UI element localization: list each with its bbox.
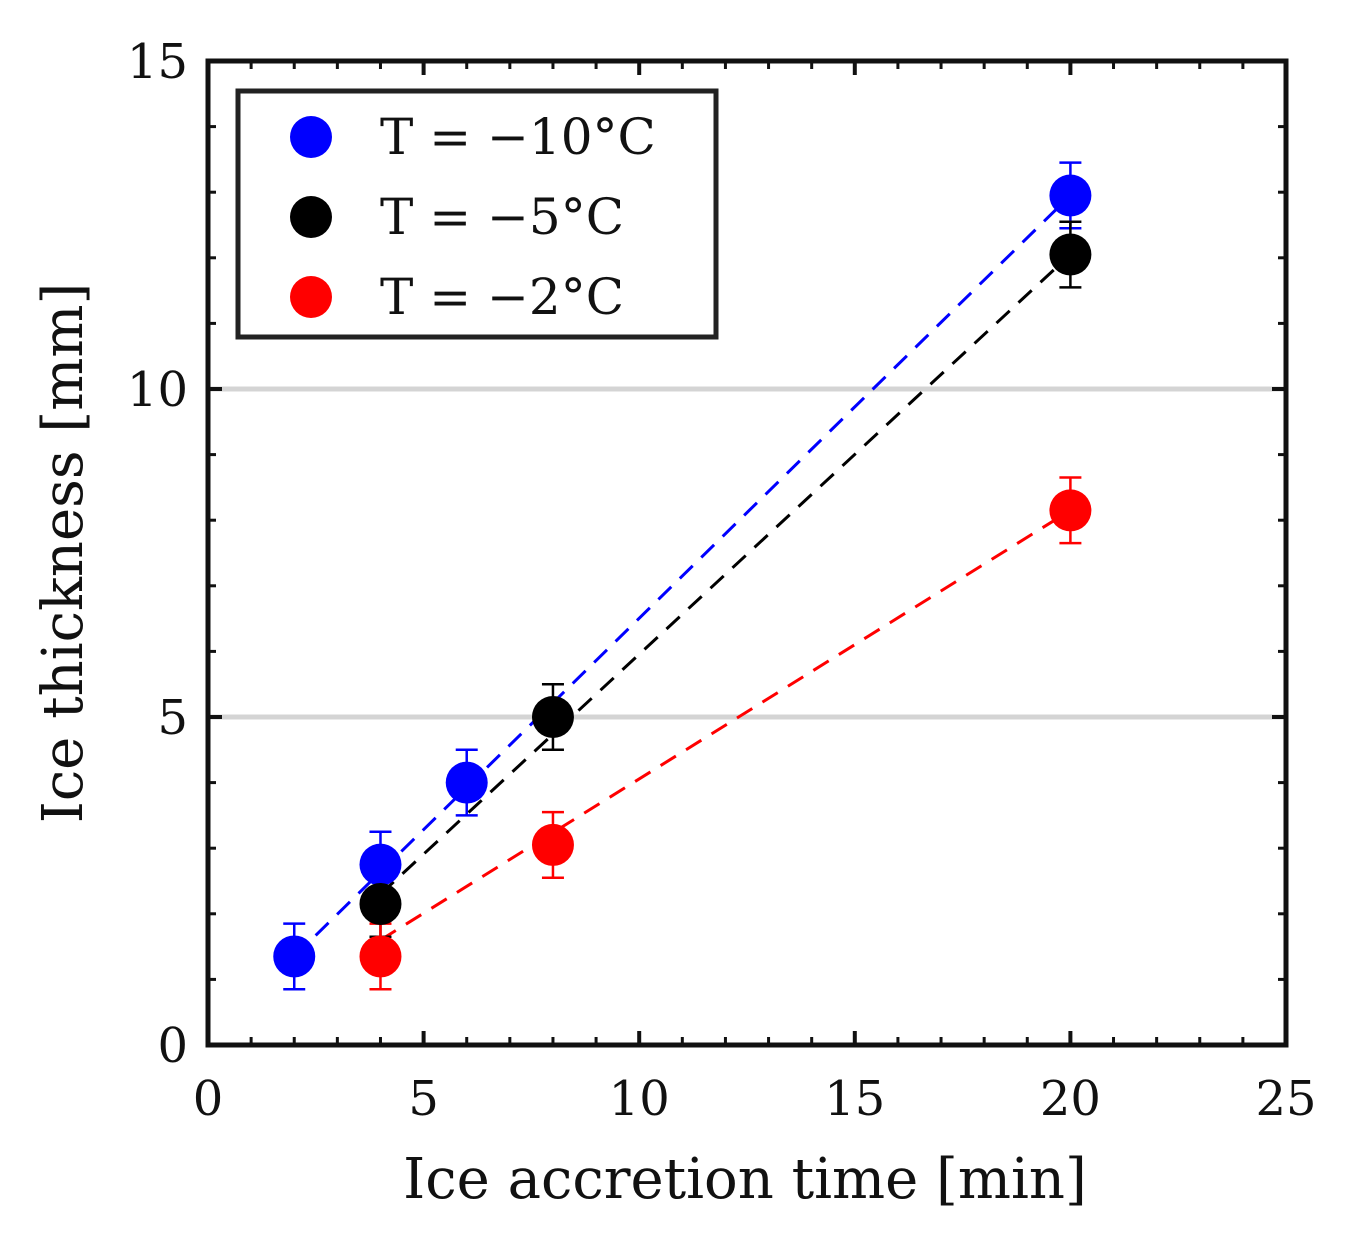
data-points [273, 174, 1092, 978]
fit-line-0 [293, 194, 1072, 958]
legend-marker-2 [290, 276, 332, 318]
axes-box [205, 58, 1289, 1048]
data-point-s0-p2 [445, 761, 488, 804]
legend-item-0: T = −10°C [290, 108, 656, 166]
fit-line-1 [379, 253, 1072, 896]
legend-marker-1 [290, 196, 332, 238]
x-tick-label-0: 0 [193, 1071, 224, 1127]
legend-item-2: T = −2°C [290, 268, 624, 326]
data-point-s0-p1 [359, 843, 402, 886]
data-point-s2-p0 [359, 935, 402, 978]
data-point-s2-p1 [531, 823, 574, 866]
y-axis-title: Ice thickness [mm] [31, 283, 96, 824]
data-point-s1-p0 [359, 882, 402, 925]
grid-layer [208, 386, 1286, 720]
y-tick-label-15: 15 [127, 34, 188, 90]
legend-label-2: T = −2°C [380, 268, 624, 326]
x-tick-label-20: 20 [1040, 1071, 1101, 1127]
data-point-s1-p2 [1049, 233, 1092, 276]
data-point-s2-p2 [1049, 489, 1092, 532]
data-point-s0-p0 [273, 935, 316, 978]
x-axis-title: Ice accretion time [min] [403, 1147, 1087, 1212]
legend-marker-0 [290, 116, 332, 158]
y-tick-label-5: 5 [157, 690, 188, 746]
x-tick-label-25: 25 [1255, 1071, 1316, 1127]
legend-label-0: T = −10°C [380, 108, 656, 166]
legend-label-1: T = −5°C [380, 188, 624, 246]
axis-ticks: 0 5 10 15 20 25 0 5 10 15 [127, 34, 1317, 1127]
data-point-s1-p1 [531, 696, 574, 738]
y-tick-label-10: 10 [127, 362, 188, 418]
x-tick-label-15: 15 [824, 1071, 885, 1127]
plot-frame [205, 58, 1289, 1048]
x-tick-label-5: 5 [408, 1071, 439, 1127]
x-tick-label-10: 10 [609, 1071, 670, 1127]
data-point-s0-p3 [1049, 174, 1092, 217]
fit-line-2 [379, 509, 1072, 942]
y-tick-label-0: 0 [157, 1018, 188, 1074]
legend: T = −10°C T = −5°C T = −2°C [235, 88, 719, 340]
legend-item-1: T = −5°C [290, 188, 624, 246]
fit-lines [293, 194, 1072, 958]
